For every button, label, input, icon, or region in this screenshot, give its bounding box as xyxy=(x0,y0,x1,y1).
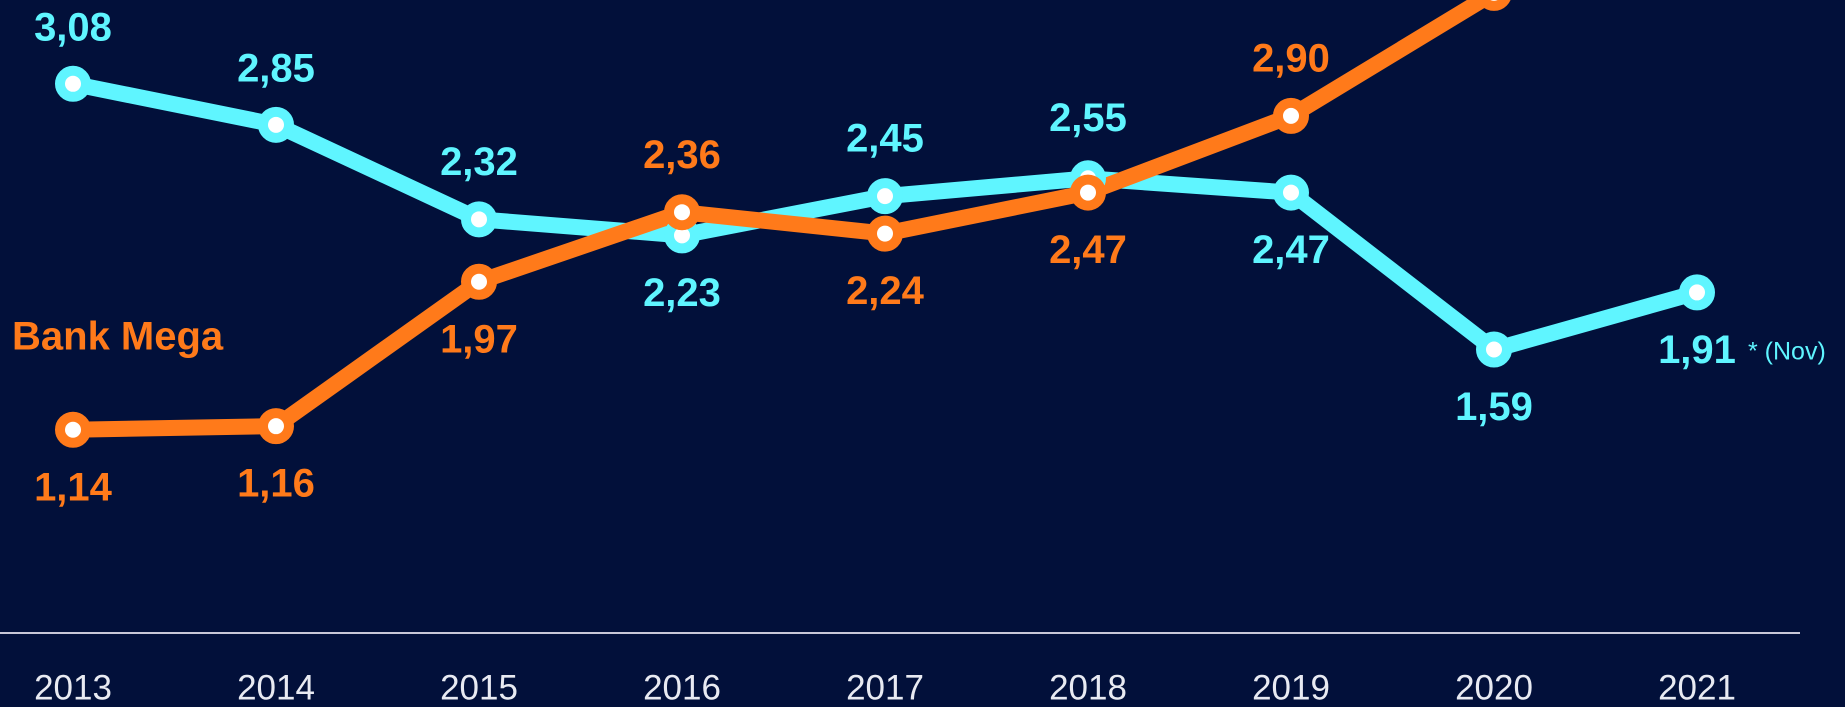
point-marker xyxy=(867,178,903,215)
data-label: 2,90 xyxy=(1252,36,1330,80)
annotation: * (Nov) xyxy=(1748,338,1826,366)
x-tick-label: 2019 xyxy=(1252,668,1330,707)
data-label: 2,32 xyxy=(440,140,518,184)
data-label: 2,85 xyxy=(237,46,315,90)
x-tick-label: 2018 xyxy=(1049,668,1127,707)
point-marker xyxy=(1679,274,1715,311)
data-label: 2,45 xyxy=(846,117,924,161)
data-label: 1,59 xyxy=(1455,385,1533,429)
point-marker xyxy=(55,411,91,448)
data-label: 2,55 xyxy=(1049,96,1127,140)
series-name: Bank Mega xyxy=(12,315,224,359)
x-tick-label: 2013 xyxy=(34,668,112,707)
data-label: 2,23 xyxy=(643,271,721,315)
point-marker xyxy=(258,408,294,445)
point-marker xyxy=(867,215,903,252)
point-marker xyxy=(1273,174,1309,211)
point-marker xyxy=(1476,331,1512,368)
data-label: 2,47 xyxy=(1252,228,1330,272)
data-label: 1,14 xyxy=(34,465,113,509)
series-line xyxy=(72,0,1498,438)
data-label: 3,08 xyxy=(34,5,112,49)
point-marker xyxy=(1070,174,1106,211)
point-marker xyxy=(1273,97,1309,134)
point-marker xyxy=(461,201,497,238)
data-label: 1,97 xyxy=(440,317,518,361)
point-marker xyxy=(1477,0,1511,11)
x-tick-label: 2017 xyxy=(846,668,924,707)
x-tick-label: 2015 xyxy=(440,668,518,707)
point-marker xyxy=(258,106,294,143)
data-label: 1,16 xyxy=(237,462,315,506)
data-label: 1,91 xyxy=(1658,328,1736,372)
data-label: 2,36 xyxy=(643,133,721,177)
x-tick-label: 2021 xyxy=(1658,668,1736,707)
data-label: 2,47 xyxy=(1049,228,1127,272)
x-tick-label: 2016 xyxy=(643,668,721,707)
point-marker xyxy=(55,65,91,102)
x-tick-label: 2014 xyxy=(237,668,315,707)
data-label: 2,24 xyxy=(846,269,925,313)
x-tick-label: 2020 xyxy=(1455,668,1533,707)
point-marker xyxy=(664,194,700,231)
point-marker xyxy=(461,263,497,300)
